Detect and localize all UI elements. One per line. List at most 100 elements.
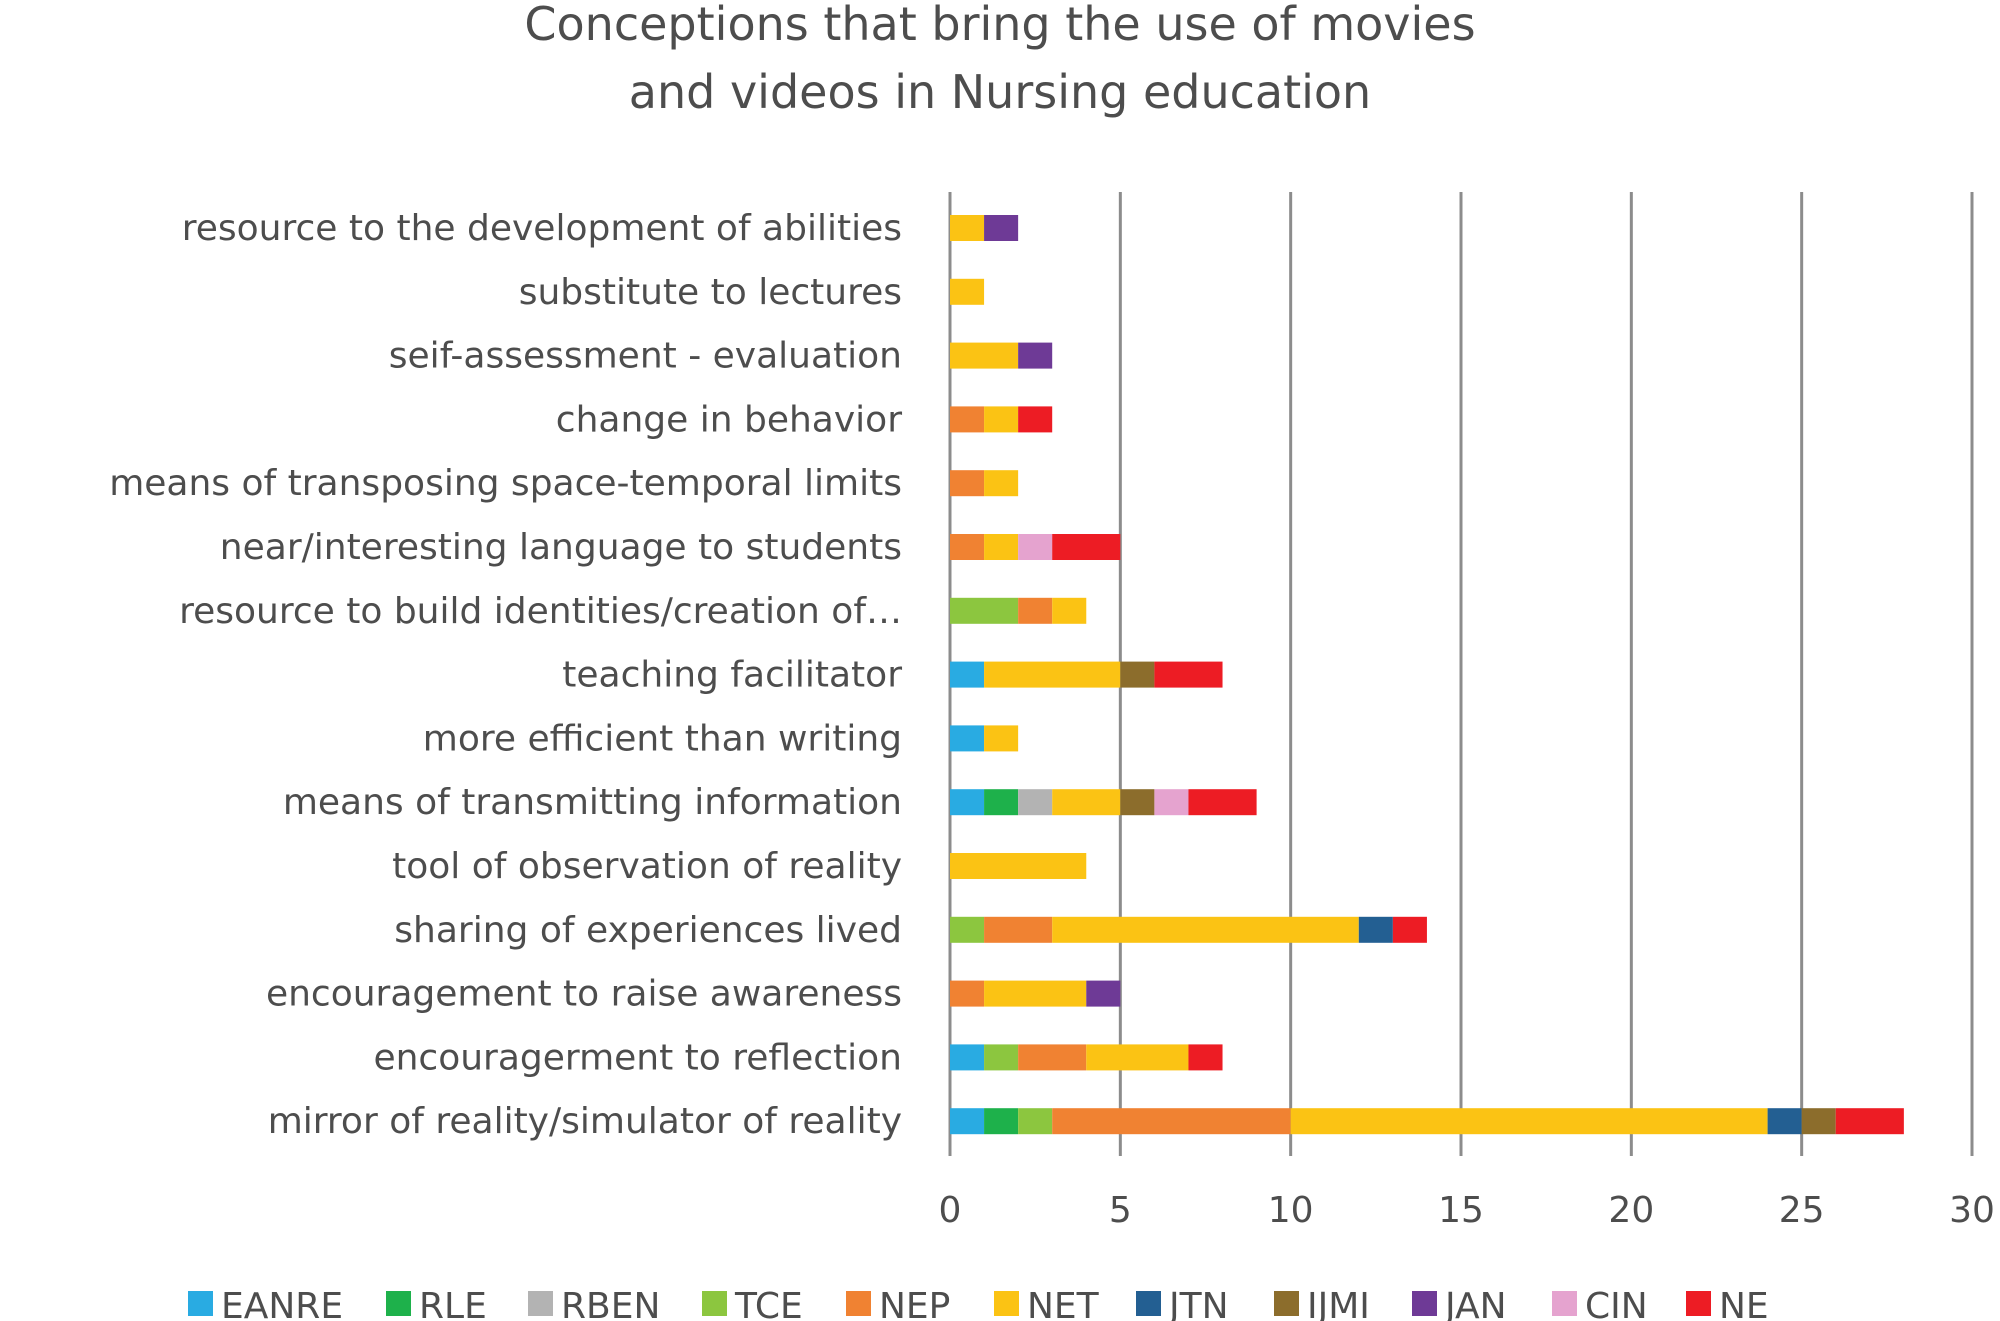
bar-segment [984,725,1019,752]
bar-segment [950,470,985,497]
x-tick-label: 15 [1438,1190,1484,1231]
bar-segment [984,980,1087,1007]
bar-segment [984,1108,1019,1135]
category-label: resource to build identities/creation of… [179,591,902,632]
bar-segment [950,406,985,433]
bar-segment [1801,1108,1836,1135]
category-label: seif-assessment - evaluation [389,336,902,377]
legend-swatch [1274,1291,1299,1316]
legend-swatch [846,1291,871,1316]
legend-label: JAN [1443,1286,1507,1321]
legend-swatch [702,1291,727,1316]
legend-label: RBEN [561,1286,660,1321]
bar-segment [1052,789,1121,816]
bar-segment [984,789,1019,816]
x-tick-label: 25 [1779,1190,1825,1231]
legend-label: IJMI [1307,1286,1370,1321]
category-label: near/interesting language to students [220,527,902,568]
category-label: encouragement to raise awareness [266,974,902,1015]
legend-swatch [528,1291,553,1316]
legend-label: TCE [734,1286,803,1321]
category-labels: resource to the development of abilities… [109,208,902,1142]
bar-segment [950,980,985,1007]
bar-segment [950,1044,985,1071]
x-axis-tick-labels: 0 5 10 15 20 25 30 [939,1190,1995,1231]
category-label: resource to the development of abilities [182,208,902,249]
x-tick-label: 5 [1109,1190,1132,1231]
bar-segment [984,470,1019,497]
legend-label: CIN [1585,1286,1648,1321]
bar-segment [1835,1108,1904,1135]
bar-segment [984,1044,1019,1071]
legend-swatch [188,1291,213,1316]
legend-swatch [994,1291,1019,1316]
legend-swatch [1136,1291,1161,1316]
bar-segment [950,534,985,560]
x-tick-label: 10 [1268,1190,1314,1231]
bar-segment [950,853,1087,879]
bar-segment [984,916,1053,943]
bar-segment [1018,597,1053,624]
x-tick-label: 20 [1608,1190,1654,1231]
bar-segment [984,215,1019,241]
bar-segment [1120,661,1155,688]
bar-segment [950,725,985,752]
bar-segment [1018,406,1053,433]
bar-segment [1018,1044,1087,1071]
bar-segment [950,215,985,241]
bar-segment [1018,789,1053,816]
bar-segment [950,789,985,816]
bar-segment [1052,534,1121,560]
chart-title-line-1: Conceptions that bring the use of movies [524,0,1475,51]
legend-label: NE [1719,1286,1769,1321]
category-label: mirror of reality/simulator of reality [268,1101,902,1142]
bar-segment [1154,789,1189,816]
bar-segment [1018,342,1053,369]
bars [950,215,1904,1135]
bar-segment [984,406,1019,433]
bar-segment [1052,597,1087,624]
category-label: means of transmitting information [283,782,902,823]
bar-segment [1392,916,1427,943]
legend-swatch [1412,1291,1437,1316]
chart-title: Conceptions that bring the use of movies… [524,0,1475,119]
legend-label: NET [1027,1286,1100,1321]
bar-segment [950,661,985,688]
bar-segment [1086,1044,1189,1071]
category-label: encouragerment to reflection [373,1037,902,1078]
bar-segment [1052,1108,1291,1135]
bar-segment [950,342,1019,369]
bar-segment [1188,789,1257,816]
bar-segment [950,597,1019,624]
bar-segment [1188,1044,1223,1071]
bar-segment [1018,534,1053,560]
legend-swatch [1552,1291,1577,1316]
bar-segment [1120,789,1155,816]
legend-label: EANRE [221,1286,343,1321]
legend: EANRE RLE RBEN TCE NEP NET JTN IJMI JAN CIN NE [188,1286,1769,1321]
category-label: more efficient than writing [423,718,902,759]
bar-segment [1358,916,1393,943]
category-label: substitute to lectures [519,272,902,313]
category-label: tool of observation of reality [392,846,902,887]
x-tick-label: 30 [1949,1190,1995,1231]
bar-segment [1086,980,1121,1007]
bar-segment [950,916,985,943]
x-tick-label: 0 [939,1190,962,1231]
legend-label: JTN [1167,1286,1229,1321]
category-label: change in behavior [556,399,902,440]
legend-label: NEP [879,1286,950,1321]
legend-swatch [1686,1291,1711,1316]
category-label: teaching facilitator [562,655,902,696]
bar-segment [984,661,1121,688]
bar-segment [1052,916,1359,943]
bar-segment [950,1108,985,1135]
bar-segment [1767,1108,1802,1135]
chart-title-line-2: and videos in Nursing education [629,65,1371,119]
category-label: means of transposing space-temporal limi… [109,463,902,504]
category-label: sharing of experiences lived [394,910,902,951]
bar-segment [1018,1108,1053,1135]
bar-segment [1154,661,1223,688]
legend-swatch [386,1291,411,1316]
